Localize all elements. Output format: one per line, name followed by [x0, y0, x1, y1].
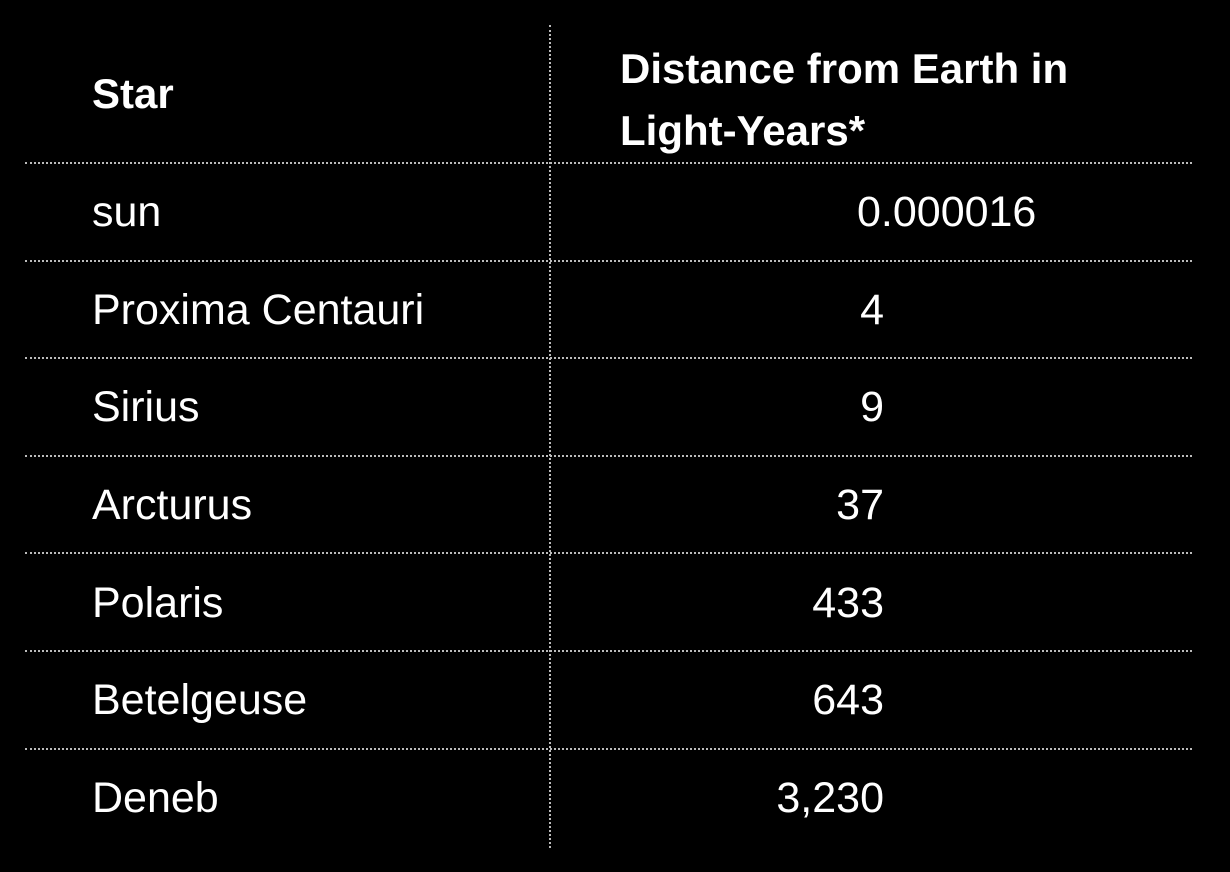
row-divider — [25, 162, 1192, 164]
row-divider — [25, 357, 1192, 359]
star-name: sun — [92, 187, 162, 236]
row-divider — [25, 455, 1192, 457]
star-name: Arcturus — [92, 480, 253, 529]
distance: 37 — [836, 480, 884, 529]
column-header: Star — [92, 70, 174, 117]
distance: 433 — [812, 578, 884, 627]
distance: 9 — [860, 383, 884, 432]
star-name: Polaris — [92, 578, 224, 627]
star-name: Deneb — [92, 774, 219, 823]
distance: 4 — [860, 285, 884, 334]
column-header: Distance from Earth in Light-Years* — [620, 45, 1069, 154]
row-divider — [25, 748, 1192, 750]
star-name: Sirius — [92, 383, 200, 432]
star-name: Betelgeuse — [92, 676, 308, 725]
row-divider — [25, 552, 1192, 554]
row-divider — [25, 650, 1192, 652]
star-name: Proxima Centauri — [92, 285, 425, 334]
distance: 643 — [812, 676, 884, 725]
column-divider — [549, 25, 551, 848]
row-divider — [25, 260, 1192, 262]
distance: 3,230 — [776, 774, 884, 823]
distance: 0.000016 — [857, 187, 1037, 236]
